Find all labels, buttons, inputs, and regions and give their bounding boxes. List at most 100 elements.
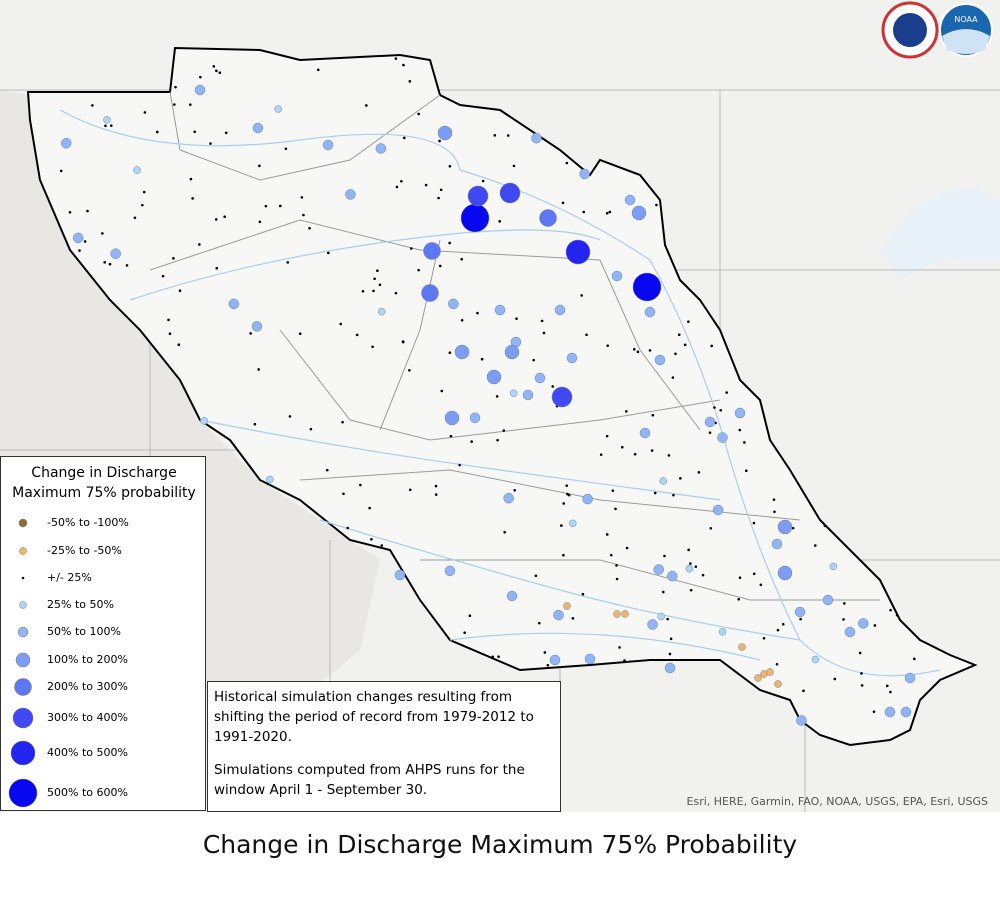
station-point: [582, 210, 586, 214]
station-point: [168, 332, 172, 336]
station-point: [125, 264, 129, 267]
station-point: [200, 417, 208, 425]
station-point: [687, 548, 690, 552]
legend-symbol: [8, 778, 38, 808]
station-point: [60, 137, 72, 149]
station-point: [345, 189, 356, 200]
station-point: [532, 358, 536, 362]
station-point: [687, 320, 690, 323]
station-point: [438, 139, 441, 143]
station-point: [884, 706, 896, 718]
station-point: [776, 628, 780, 632]
station-point: [813, 544, 817, 547]
station-point: [734, 407, 746, 419]
station-point: [104, 124, 107, 128]
station-point: [258, 164, 261, 168]
station-point: [621, 610, 629, 618]
station-point: [540, 319, 544, 323]
station-point: [546, 663, 550, 667]
station-point: [469, 412, 481, 424]
station-point: [712, 504, 724, 516]
legend-label: +/- 25%: [47, 571, 92, 584]
station-point: [327, 251, 330, 255]
station-point: [214, 218, 218, 221]
station-point: [503, 492, 514, 504]
note-paragraph: Simulations computed from AHPS runs for …: [214, 762, 525, 798]
station-point: [895, 613, 899, 617]
station-point: [341, 420, 344, 424]
station-point: [258, 220, 262, 224]
station-point: [872, 710, 876, 713]
legend-symbol: [19, 601, 27, 609]
station-point: [683, 343, 687, 347]
legend-symbol: [15, 652, 31, 668]
station-point: [542, 331, 546, 335]
station-point: [562, 553, 565, 557]
station-point: [777, 565, 793, 581]
station-point: [581, 592, 585, 596]
legend-symbol: [17, 626, 29, 638]
station-point: [481, 179, 485, 183]
station-point: [417, 268, 420, 272]
station-point: [650, 449, 654, 452]
station-point: [766, 668, 774, 676]
station-point: [189, 177, 193, 181]
legend-symbol: [18, 518, 28, 528]
station-point: [193, 130, 196, 134]
station-point: [671, 376, 675, 379]
station-point: [72, 232, 84, 244]
station-point: [342, 492, 345, 496]
station-point: [582, 493, 593, 505]
station-point: [257, 368, 260, 371]
station-point: [560, 524, 563, 527]
station-point: [439, 188, 443, 192]
station-point: [68, 210, 72, 214]
station-point: [534, 574, 538, 578]
station-point: [253, 422, 257, 426]
station-point: [620, 445, 624, 449]
station-point: [666, 617, 669, 621]
station-point: [365, 104, 368, 107]
station-point: [569, 519, 577, 528]
station-point: [772, 498, 776, 501]
station-point: [860, 672, 863, 675]
station-point: [605, 434, 609, 438]
station-point: [562, 502, 566, 505]
station-point: [618, 646, 621, 649]
station-point: [615, 564, 618, 567]
station-point: [496, 438, 499, 442]
station-point: [274, 105, 282, 113]
station-point: [781, 623, 785, 626]
station-point: [639, 427, 651, 439]
station-point: [551, 386, 573, 408]
station-point: [833, 677, 837, 681]
station-point: [718, 628, 727, 636]
station-point: [494, 304, 506, 316]
station-point: [298, 332, 302, 336]
station-point: [522, 389, 534, 401]
logos: NOAA: [881, 1, 993, 59]
station-point: [223, 215, 226, 219]
station-point: [402, 63, 405, 67]
station-point: [623, 659, 626, 662]
station-point: [448, 351, 452, 355]
station-point: [103, 116, 111, 124]
station-point: [689, 588, 693, 592]
legend-label: 300% to 400%: [47, 711, 128, 724]
station-point: [566, 492, 569, 496]
station-point: [653, 564, 664, 575]
station-point: [605, 533, 609, 536]
station-point: [689, 562, 692, 565]
station-point: [633, 452, 637, 456]
station-point: [300, 196, 304, 199]
station-point: [823, 524, 827, 528]
station-point: [417, 112, 420, 116]
station-point: [752, 572, 756, 576]
station-point: [316, 68, 320, 72]
station-point: [759, 583, 763, 587]
rivers: [59, 109, 941, 677]
station-point: [543, 651, 547, 654]
station-point: [710, 344, 713, 348]
lake: [880, 188, 1000, 280]
station-point: [566, 352, 578, 364]
